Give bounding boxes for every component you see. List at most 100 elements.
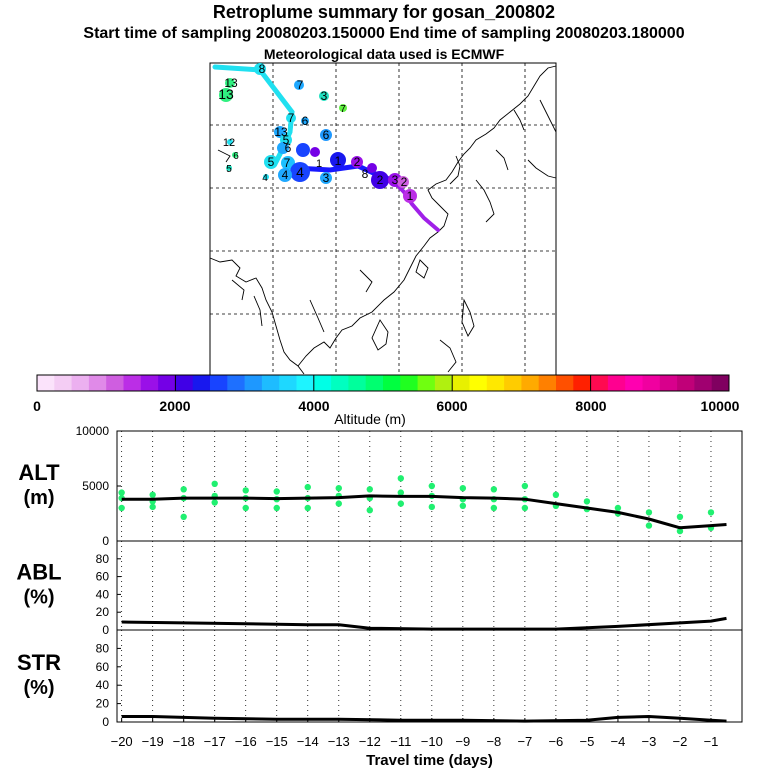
map-label: 4 (296, 164, 304, 180)
map-label: 6 (285, 141, 292, 155)
colorbar-swatch (573, 375, 592, 391)
map-grid (210, 63, 556, 376)
map-marker (254, 63, 266, 75)
altitude-point (645, 509, 653, 516)
panel-title: STR (17, 650, 61, 675)
map-label: 7 (297, 78, 304, 92)
x-tick-label: −19 (142, 734, 164, 749)
altitude-colorbar (37, 375, 730, 391)
map-label: 1 (335, 154, 342, 168)
colorbar-tick: 2000 (159, 398, 190, 414)
x-tick-label: −11 (390, 734, 411, 749)
map-label: 2 (401, 175, 408, 189)
colorbar-swatch (677, 375, 695, 391)
series-line-alt (121, 494, 727, 530)
colorbar-swatch (711, 375, 730, 391)
colorbar-swatch (659, 375, 678, 391)
x-tick-label: −10 (421, 734, 443, 749)
colorbar-frame (36, 374, 730, 392)
map-label: 5 (226, 164, 232, 175)
map-marker (296, 143, 310, 157)
colorbar-swatch (452, 375, 470, 391)
colorbar-swatch (140, 375, 159, 391)
colorbar-swatch (227, 375, 246, 391)
colorbar-swatch (348, 375, 367, 391)
map-marker (371, 171, 389, 189)
altitude-point (614, 504, 622, 512)
altitude-point (583, 498, 591, 505)
x-tick-label: −6 (548, 734, 563, 749)
altitude-point (242, 487, 249, 494)
altitude-point (676, 513, 684, 520)
panel-unit: (%) (23, 587, 54, 609)
map-frame (209, 62, 557, 377)
altitude-point (428, 503, 436, 511)
map-marker (277, 142, 289, 154)
colorbar-swatch (37, 375, 55, 391)
colorbar-swatch (556, 375, 574, 391)
colorbar-tick-labels: 0 2000 4000 6000 8000 10000 (33, 398, 740, 414)
colorbar-swatch (521, 375, 540, 391)
map-label: 5 (283, 133, 290, 147)
map-label: 4 (282, 168, 289, 182)
panel-frame (116, 629, 743, 723)
x-tick-label: −7 (517, 734, 532, 749)
x-tick-label: −16 (235, 734, 257, 749)
y-tick-label: 40 (96, 587, 110, 601)
y-tick-label: 40 (96, 678, 110, 692)
map-marker (264, 155, 278, 169)
map-marker (286, 113, 296, 123)
altitude-point (490, 486, 498, 493)
map-label: 13 (224, 76, 238, 90)
x-tick-label: −8 (486, 734, 501, 749)
altitude-point (521, 482, 529, 490)
y-tick-label: 5000 (82, 479, 109, 493)
colorbar-swatch (158, 375, 176, 391)
panel-title: ALT (18, 460, 60, 485)
colorbar-swatch (607, 375, 626, 391)
map-label: 13 (218, 86, 234, 102)
map-marker (294, 80, 304, 90)
map-marker (330, 152, 346, 168)
map-marker (281, 156, 295, 170)
colorbar-swatch (106, 375, 124, 391)
colorbar-swatch (694, 375, 713, 391)
colorbar-swatch (261, 375, 280, 391)
colorbar-label: Altitude (m) (334, 411, 406, 427)
altitude-point (149, 503, 156, 511)
coastlines (209, 65, 557, 375)
altitude-point (366, 486, 373, 493)
colorbar-swatch (504, 375, 522, 391)
y-tick-label: 20 (96, 697, 110, 711)
altitude-point (397, 489, 405, 496)
colorbar-swatch (192, 375, 211, 391)
map-label: 8 (362, 167, 369, 181)
altitude-point (707, 509, 715, 516)
altitude-point (676, 527, 684, 535)
colorbar-swatch (642, 375, 661, 391)
colorbar-tick: 10000 (701, 398, 740, 414)
map-label: 6 (233, 151, 239, 162)
map-marker (367, 163, 377, 173)
x-tick-label: −3 (642, 734, 657, 749)
colorbar-swatch (210, 375, 228, 391)
y-tick-label: 80 (96, 641, 110, 655)
colorbar-swatch (417, 375, 436, 391)
map-marker (225, 78, 235, 88)
map-marker (232, 152, 238, 158)
altitude-point (490, 504, 498, 512)
colorbar-swatch (244, 375, 263, 391)
map-label: 12 (223, 137, 235, 149)
colorbar-swatch (54, 375, 73, 391)
map-marker (227, 139, 233, 145)
colorbar-swatch (331, 375, 349, 391)
x-tick-label: −15 (266, 734, 288, 749)
colorbar-swatch (383, 375, 401, 391)
map-marker (320, 172, 332, 184)
map-label: 7 (288, 111, 295, 125)
altitude-point (211, 499, 218, 506)
trajectory-purple (390, 178, 440, 232)
x-tick-label: −12 (359, 734, 381, 749)
altitude-point (242, 504, 249, 512)
